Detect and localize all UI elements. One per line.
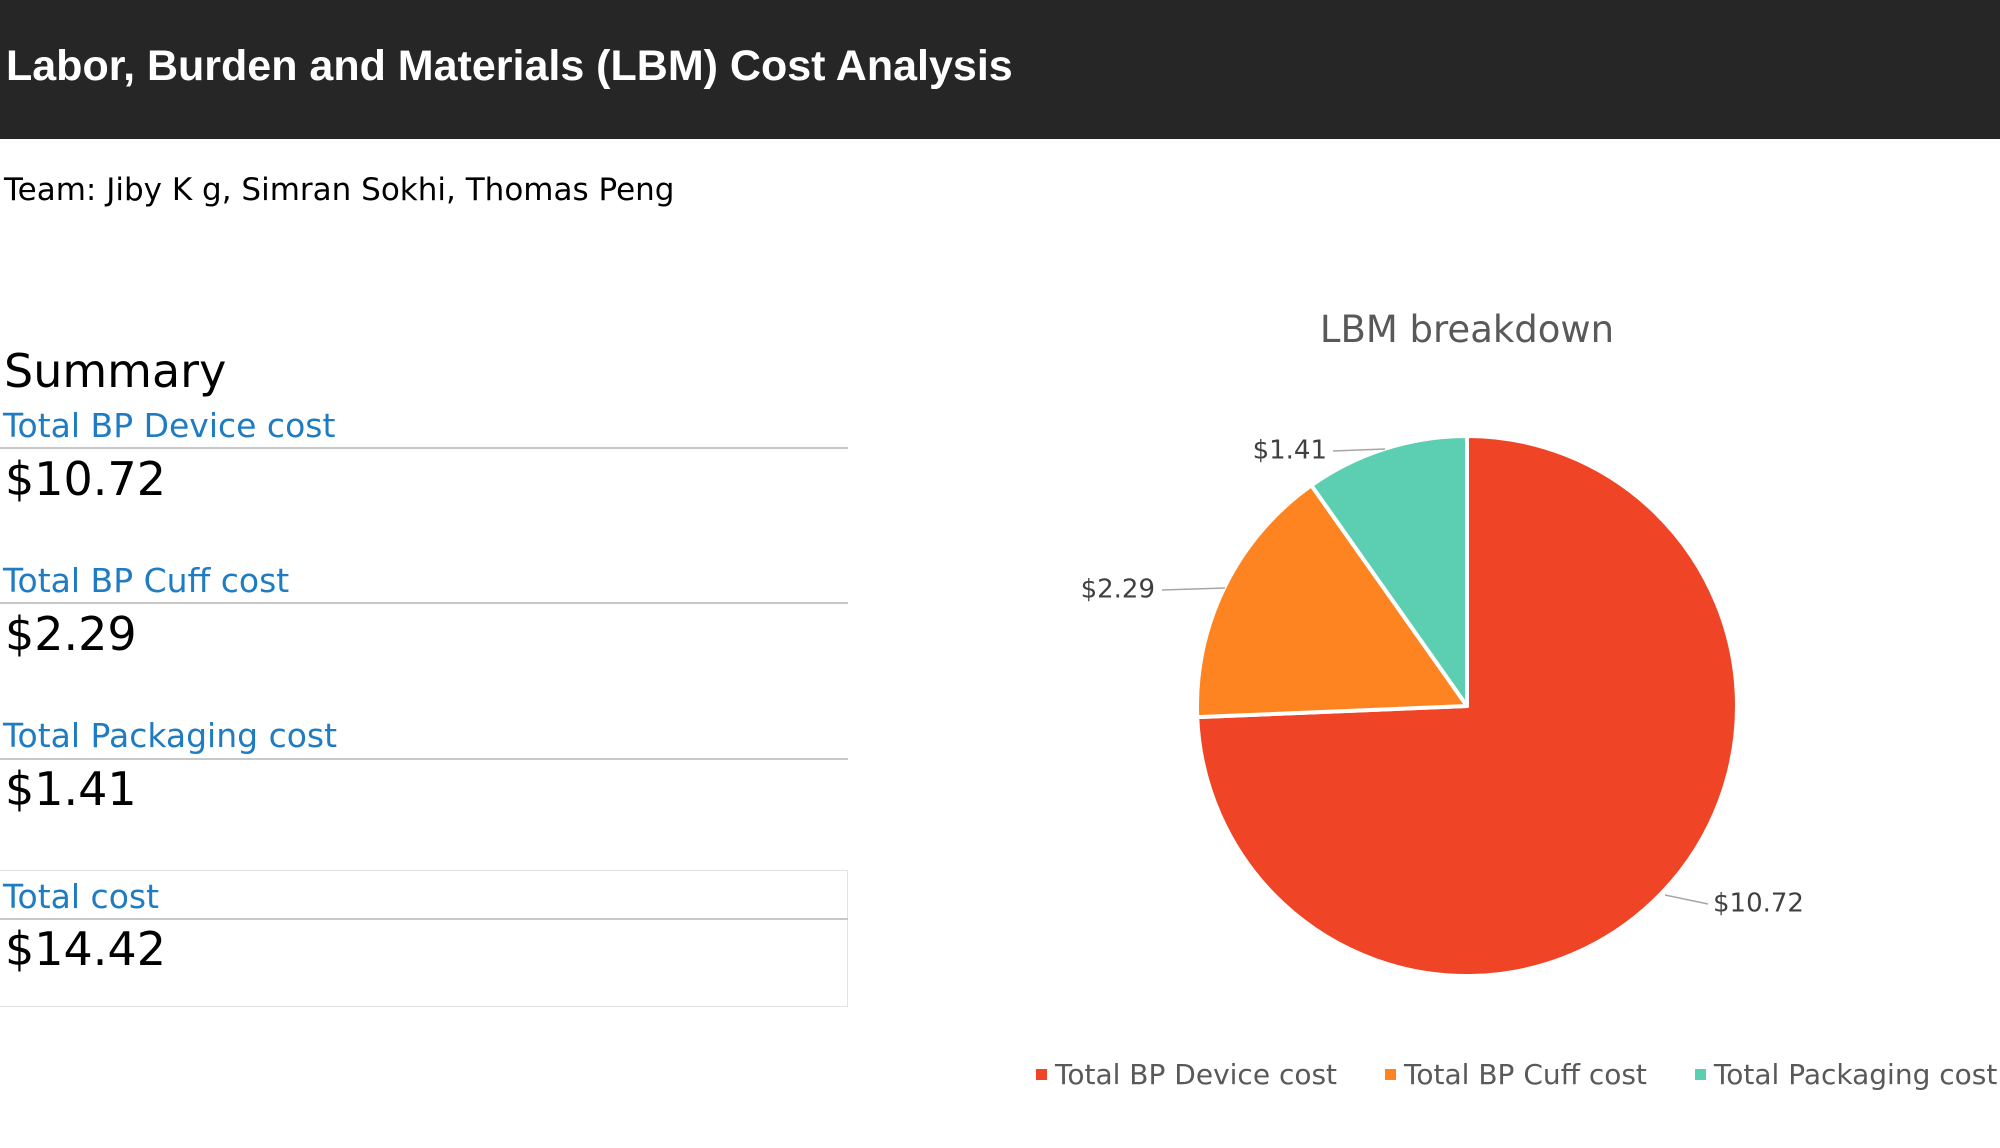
total-cost-label: Total cost [3, 877, 160, 916]
divider [0, 918, 848, 920]
cuff-cost-label: Total BP Cuff cost [3, 561, 290, 600]
divider [0, 447, 848, 449]
legend-swatch [1036, 1069, 1047, 1080]
divider [0, 758, 848, 760]
legend-item: Total Packaging cost [1694, 1058, 1998, 1091]
leader-line [1664, 894, 1709, 905]
data-label: $10.72 [1713, 889, 1804, 919]
device-cost-value: $10.72 [5, 452, 166, 506]
packaging-cost-value: $1.41 [5, 762, 137, 816]
page-title: Labor, Burden and Materials (LBM) Cost A… [6, 42, 1013, 90]
total-cost-box [0, 870, 848, 1007]
device-cost-label: Total BP Device cost [3, 406, 336, 445]
leader-line [1332, 448, 1386, 452]
legend-item: Total BP Cuff cost [1385, 1058, 1647, 1091]
leader-line [1161, 587, 1226, 591]
pie-slice-3 [1309, 434, 1469, 708]
legend-swatch [1694, 1069, 1706, 1080]
total-cost-value: $14.42 [5, 922, 166, 976]
data-label: $2.29 [1081, 575, 1155, 605]
team-members: Team: Jiby K g, Simran Sokhi, Thomas Pen… [4, 172, 675, 208]
legend-label: Total BP Device cost [1055, 1058, 1338, 1091]
cuff-cost-value: $2.29 [5, 607, 137, 661]
summary-heading: Summary [4, 344, 227, 398]
data-label: $1.41 [1253, 436, 1327, 466]
pie-slice-2 [1195, 483, 1469, 720]
legend-label: Total BP Cuff cost [1404, 1058, 1647, 1091]
divider [0, 602, 848, 604]
chart-legend: Total BP Device cost Total BP Cuff cost To… [1036, 1058, 2000, 1091]
legend-label: Total Packaging cost [1713, 1058, 1998, 1091]
header-bar: Labor, Burden and Materials (LBM) Cost A… [0, 0, 2000, 139]
chart-title: LBM breakdown [1320, 308, 1614, 351]
legend-item: Total BP Device cost [1036, 1058, 1337, 1091]
legend-swatch [1385, 1069, 1397, 1080]
packaging-cost-label: Total Packaging cost [3, 716, 338, 755]
